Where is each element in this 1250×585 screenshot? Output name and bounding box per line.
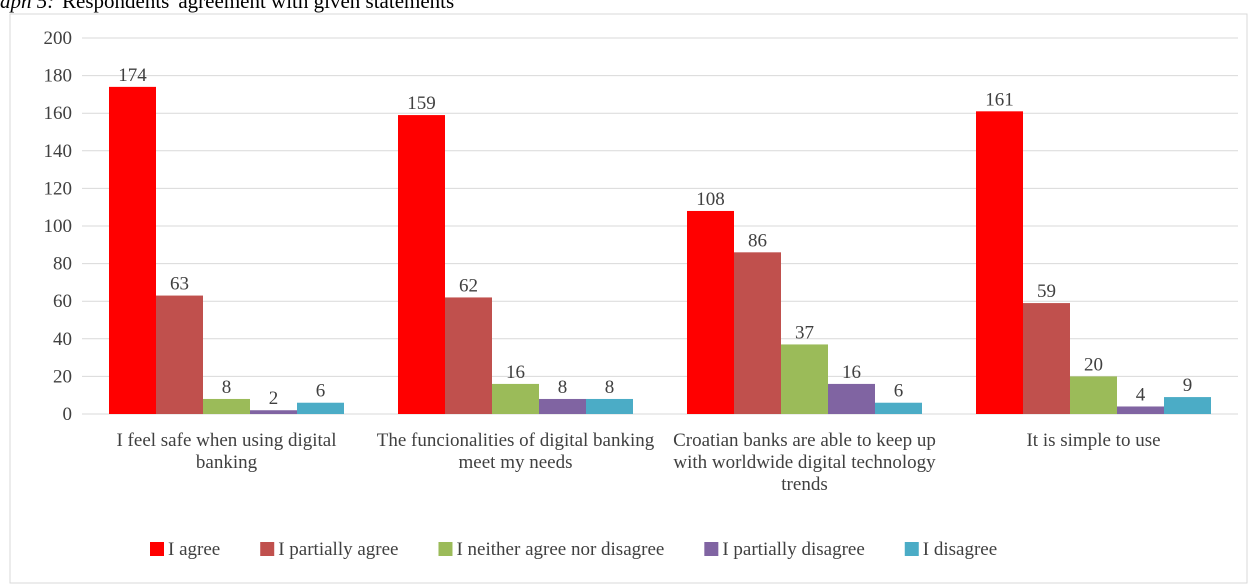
bar [297,402,344,414]
bar [1117,406,1164,414]
data-label: 6 [894,381,904,402]
chart-frame [9,13,1248,584]
y-tick-label: 20 [53,366,72,387]
data-label: 8 [558,377,568,398]
bar [445,297,492,414]
data-label: 20 [1084,354,1103,375]
legend-label: I disagree [923,539,997,560]
legend-label: I partially agree [278,539,398,560]
y-tick-label: 200 [44,28,73,49]
data-label: 9 [1183,375,1193,396]
x-tick-label: I feel safe when using digital banking [116,430,337,473]
data-label: 8 [605,377,615,398]
y-tick-label: 100 [44,216,73,237]
bar [828,383,875,414]
bar [109,86,156,414]
y-tick-label: 120 [44,178,73,199]
legend-label: I agree [168,539,220,560]
y-tick-label: 80 [53,254,72,275]
bar [586,398,633,414]
data-label: 63 [170,274,189,295]
legend-swatch [904,542,919,556]
bar [687,210,734,414]
y-tick-label: 0 [63,404,73,425]
data-label: 6 [316,381,326,402]
bar [203,398,250,414]
data-label: 174 [118,65,147,86]
x-tick-label: It is simple to use [1026,430,1161,451]
data-label: 108 [696,189,725,210]
data-label: 37 [795,322,814,343]
y-tick-label: 140 [44,141,73,162]
bar [250,410,297,414]
data-label: 8 [222,377,232,398]
legend-swatch [260,542,275,556]
data-label: 86 [748,230,767,251]
y-tick-label: 40 [53,329,72,350]
x-tick-label: The funcionalities of digital banking me… [376,430,655,473]
bar [1070,376,1117,414]
y-tick-label: 180 [44,66,73,87]
bar [1164,397,1211,414]
bar [734,252,781,414]
bar [492,383,539,414]
legend-swatch [438,542,453,556]
legend-swatch [150,542,164,556]
bar [1023,303,1070,414]
data-label: 62 [459,275,478,296]
x-tick-label: Croatian banks are able to keep up with … [673,430,936,495]
data-label: 59 [1037,281,1056,302]
caption-label: aph 5: [0,0,54,13]
bar [398,115,445,414]
bar [156,295,203,414]
bar [976,111,1023,414]
data-label: 4 [1136,384,1146,405]
legend-swatch [704,542,719,556]
caption: Respondents' agreement with given statem… [62,0,454,13]
legend-label: I neither agree nor disagree [456,539,664,560]
y-tick-label: 60 [53,291,72,312]
data-label: 159 [407,93,436,114]
data-label: 16 [842,362,861,383]
bar [781,344,828,414]
y-tick-label: 160 [44,103,73,124]
bar [539,398,586,414]
data-label: 161 [985,89,1014,110]
bar [875,402,922,414]
data-label: 2 [269,388,279,409]
data-label: 16 [506,362,525,383]
legend-label: I partially disagree [722,539,864,560]
